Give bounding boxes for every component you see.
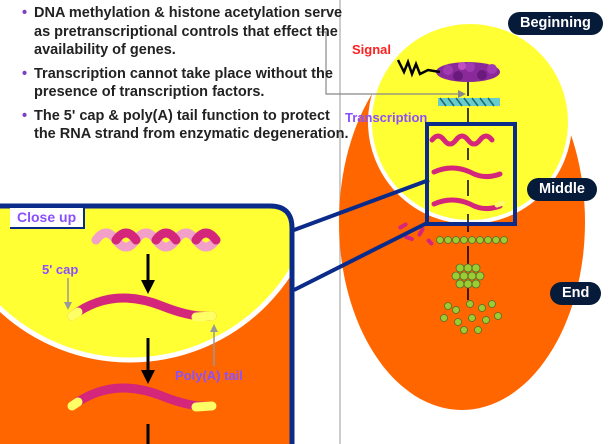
protein-cluster-icon	[451, 263, 485, 289]
bullet-text: The 5' cap & poly(A) tail function to pr…	[34, 107, 349, 143]
stage-middle-button[interactable]: Middle	[527, 178, 597, 201]
chromatin-icon	[436, 62, 500, 82]
mature-mrna-small	[431, 197, 503, 212]
ribosome-chain-icon	[436, 236, 508, 244]
zoom-connector-bottom	[293, 220, 430, 292]
bullet-item-methylation: • DNA methylation & histone acetylation s…	[22, 4, 352, 60]
polya-small	[494, 200, 506, 208]
zoom-frame	[425, 122, 517, 226]
bullet-item-transcription-factors: • Transcription cannot take place without…	[22, 65, 352, 102]
stage-end-button[interactable]: End	[550, 282, 602, 305]
bullet-item-cap-tail: • The 5' cap & poly(A) tail function to p…	[22, 107, 352, 144]
five-prime-cap-label: 5' cap	[42, 262, 79, 277]
zoom-connector-top	[293, 178, 430, 232]
scattered-proteins-icon	[440, 300, 502, 334]
bullet-list: • DNA methylation & histone acetylation s…	[22, 4, 352, 149]
degraded-rna-fragments	[398, 222, 434, 246]
close-up-frame	[0, 203, 295, 444]
signal-zigzag-icon	[396, 58, 441, 78]
signal-label: Signal	[352, 42, 392, 57]
transcription-label: Transcription	[345, 110, 428, 125]
pre-mrna-small	[429, 133, 495, 147]
leader-line	[318, 31, 458, 95]
close-up-panel	[0, 206, 292, 444]
polya-tail-label: Poly(A) tail	[175, 368, 243, 383]
leader-arrowhead	[458, 90, 466, 98]
bullet-dot: •	[22, 107, 28, 124]
bullet-dot: •	[22, 65, 28, 82]
close-up-label: Close up	[10, 208, 86, 229]
dna-strand-icon	[438, 97, 500, 107]
bullet-dot: •	[22, 5, 28, 21]
processed-mrna-small	[431, 165, 503, 180]
bullet-text: DNA methylation & histone acetylation se…	[34, 5, 343, 58]
stage-beginning-button[interactable]: Beginning	[508, 12, 603, 35]
bullet-text: Transcription cannot take place without …	[34, 65, 333, 101]
